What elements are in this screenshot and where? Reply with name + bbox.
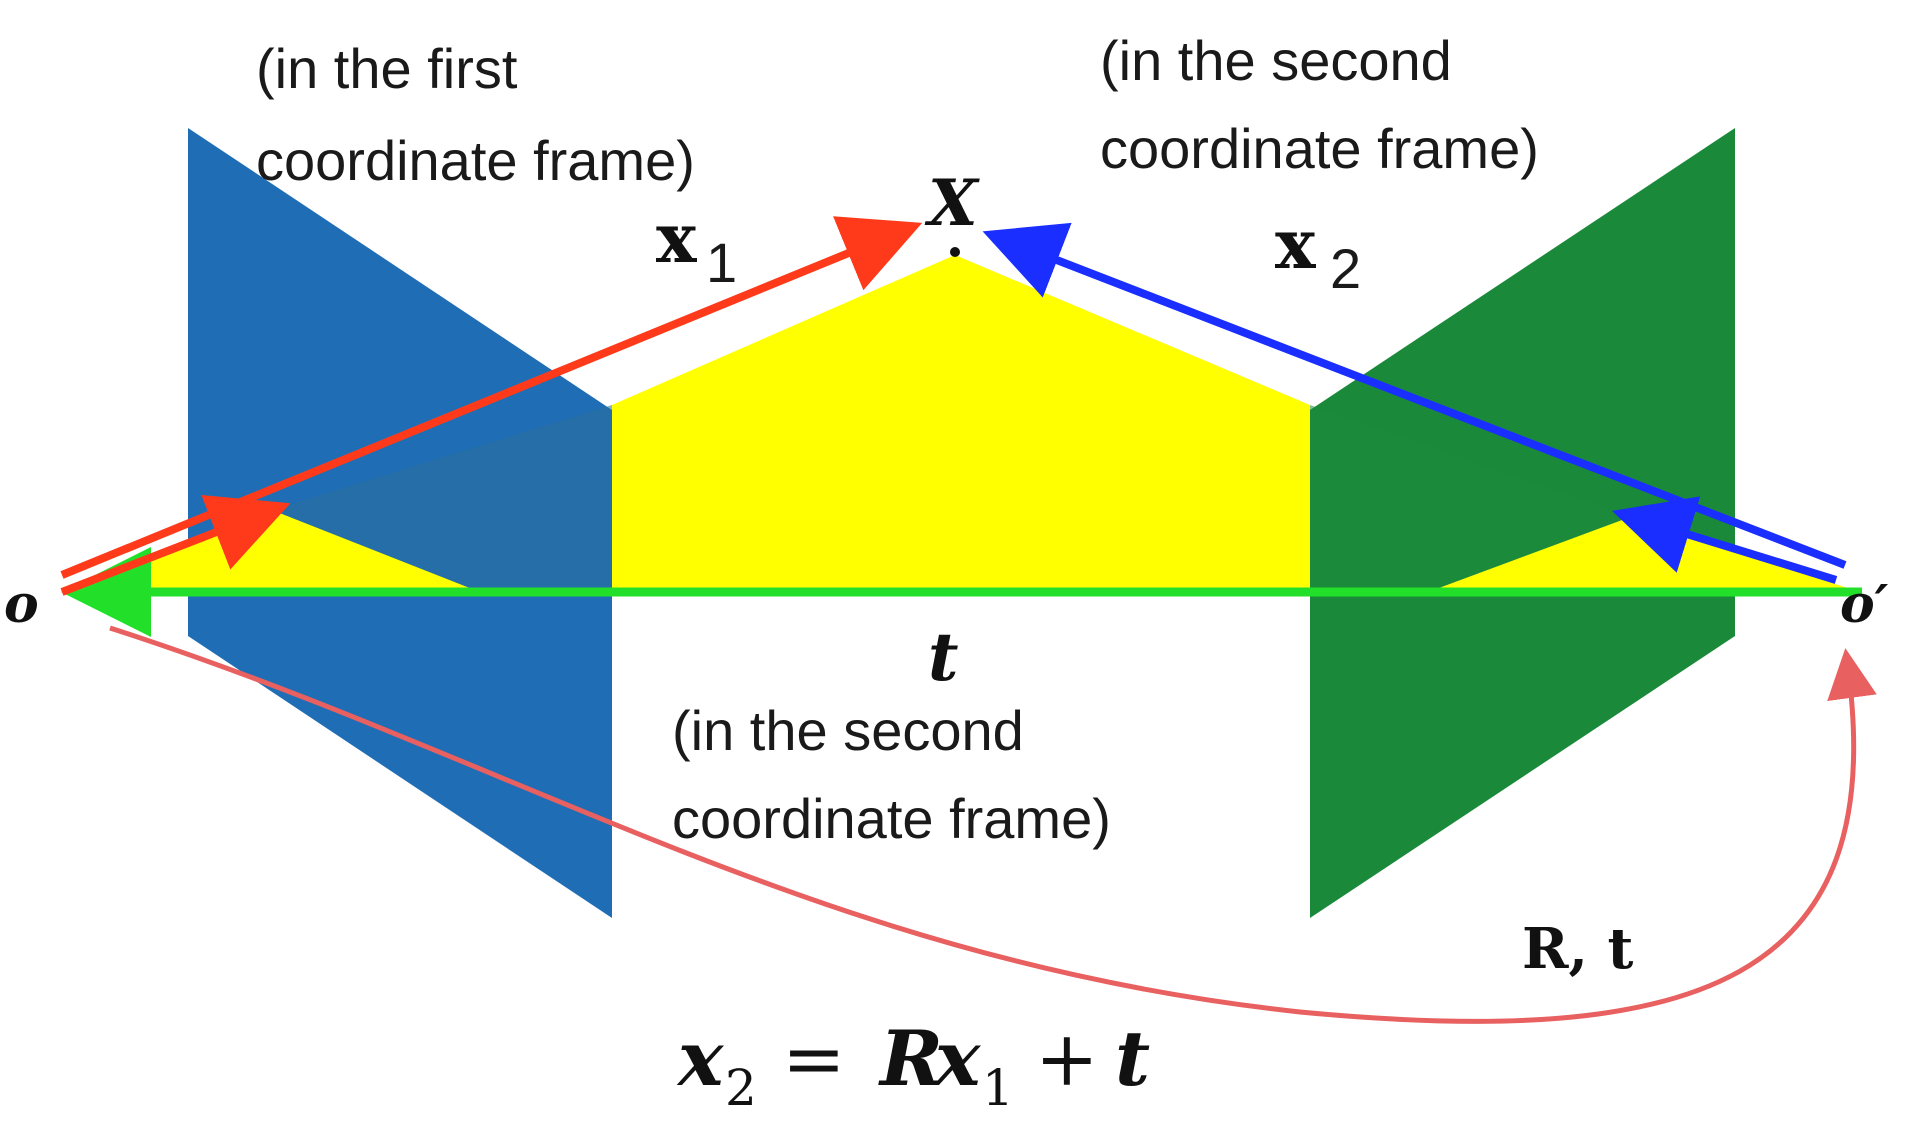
origin-o-prime-label: o′ xyxy=(1840,574,1889,635)
second-frame-top-label-line2: coordinate frame) xyxy=(1100,117,1539,180)
translation-t-label: t xyxy=(928,618,959,696)
left-plane-shade xyxy=(272,405,612,592)
equation: x 2 = R x 1 + t xyxy=(676,1014,1150,1117)
transform-curve xyxy=(109,625,1877,1024)
x1-label-base: x xyxy=(656,199,697,279)
point-X-dot xyxy=(950,247,960,257)
eq-equals: = xyxy=(782,1014,846,1103)
x2-image-arrow xyxy=(1612,496,1838,584)
first-frame-label-line1: (in the first xyxy=(256,37,518,100)
origin-o-label: o xyxy=(4,574,39,635)
x2-label-sub: 2 xyxy=(1330,237,1361,300)
eq-x-sub: 1 xyxy=(982,1059,1014,1117)
epipolar-plane-center xyxy=(612,255,1310,592)
transform-Rt-label: R, t xyxy=(1522,916,1634,982)
eq-t: t xyxy=(1115,1014,1150,1103)
eq-R: R xyxy=(878,1014,943,1103)
x2-arrow xyxy=(982,222,1847,569)
point-X-label: X xyxy=(924,166,980,241)
eq-lhs-base: x xyxy=(676,1014,725,1103)
x1-label-sub: 1 xyxy=(706,231,737,294)
second-frame-top-label-line1: (in the second xyxy=(1100,29,1452,92)
x1-image-arrow xyxy=(60,494,291,596)
x2-label-base: x xyxy=(1275,205,1316,285)
second-frame-bottom-label-line1: (in the second xyxy=(672,699,1024,762)
eq-plus: + xyxy=(1035,1014,1099,1103)
second-frame-bottom-label-line2: coordinate frame) xyxy=(672,787,1111,850)
first-frame-label-line2: coordinate frame) xyxy=(256,129,695,192)
eq-lhs-sub: 2 xyxy=(725,1059,757,1117)
eq-x-base: x xyxy=(933,1014,982,1103)
right-plane-shade xyxy=(1310,405,1630,592)
